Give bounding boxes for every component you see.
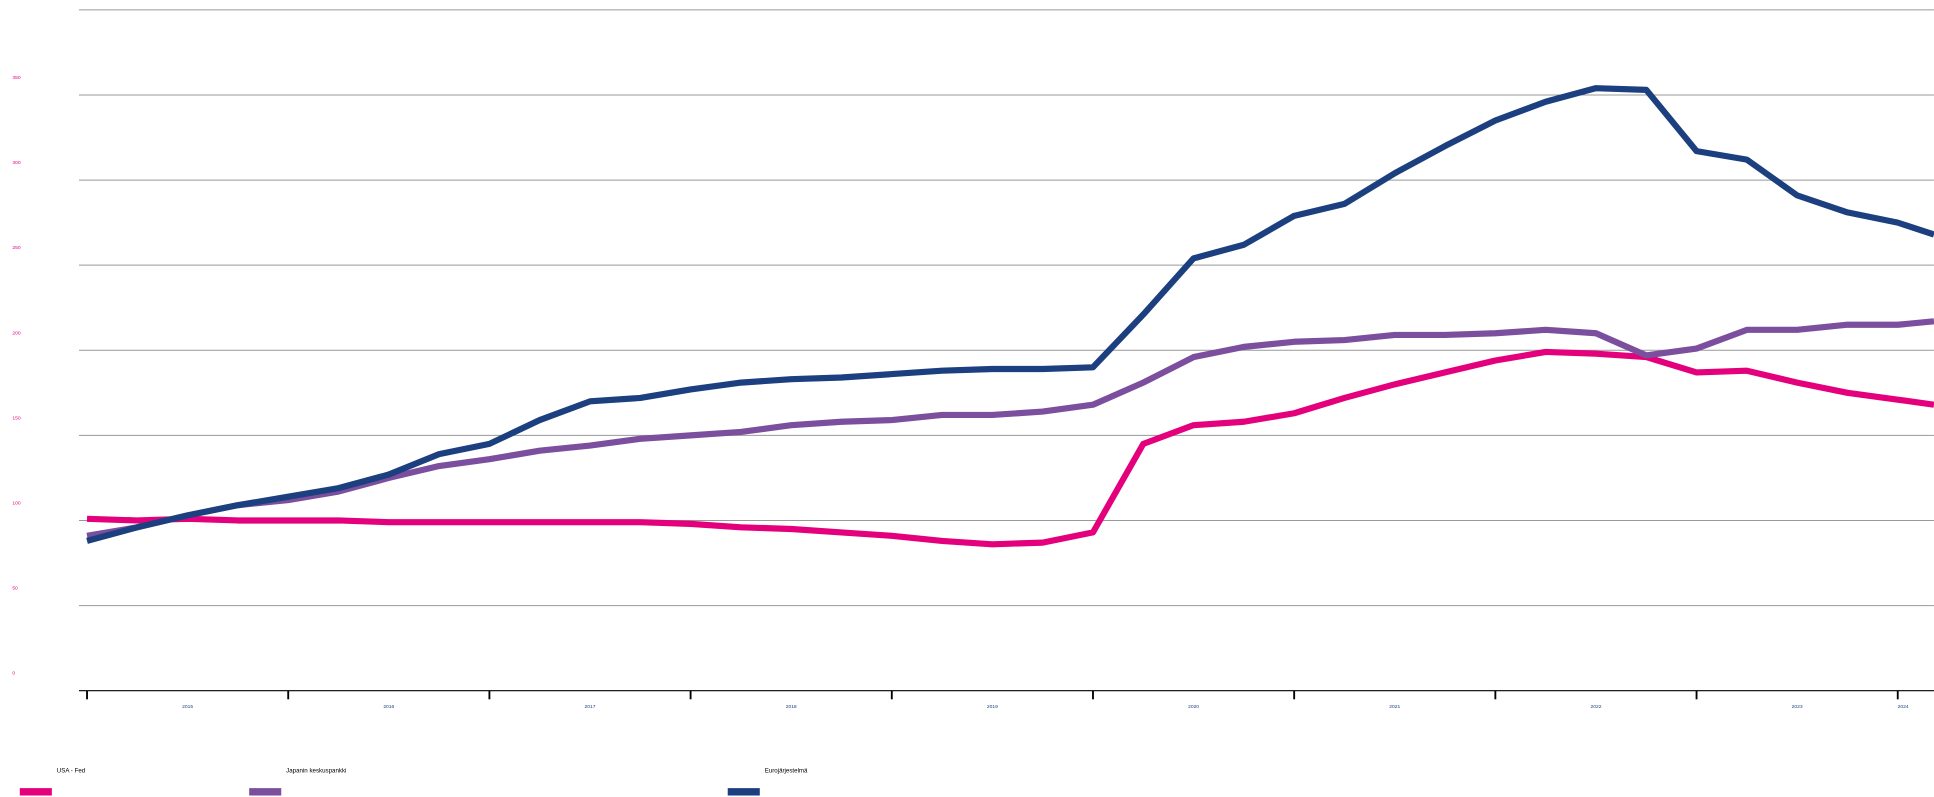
- legend-label: Japanin keskuspankki: [286, 767, 346, 774]
- y-tick-label: 350: [12, 75, 20, 81]
- x-tick-label: 2016: [383, 704, 394, 710]
- y-tick-label: 0: [12, 671, 15, 677]
- x-tick-label: 2017: [585, 704, 596, 710]
- y-tick-label: 100: [12, 501, 20, 507]
- series-line: [86, 85, 1934, 544]
- series-line: [86, 318, 1934, 539]
- x-tick-label: 2019: [987, 704, 998, 710]
- legend-swatch: [727, 788, 760, 796]
- y-tick-label: 200: [12, 330, 20, 336]
- y-tick-label: 50: [12, 586, 18, 592]
- x-tick-label: 2022: [1590, 704, 1601, 710]
- x-tick-label: 2020: [1188, 704, 1199, 710]
- legend-label: USA - Fed: [57, 767, 86, 774]
- y-tick-label: 150: [12, 415, 20, 421]
- legend-label: Eurojärjestelmä: [765, 767, 808, 774]
- x-tick-label: 2018: [786, 704, 797, 710]
- y-tick-label: 250: [12, 245, 20, 251]
- legend-swatch: [249, 788, 282, 796]
- legend-swatch: [19, 788, 52, 796]
- x-tick-label: 2024: [1898, 704, 1909, 710]
- x-tick-label: 2015: [182, 704, 193, 710]
- series-line: [86, 348, 1934, 548]
- y-tick-label: 300: [12, 160, 20, 166]
- x-tick-label: 2023: [1792, 704, 1803, 710]
- x-tick-label: 2021: [1389, 704, 1400, 710]
